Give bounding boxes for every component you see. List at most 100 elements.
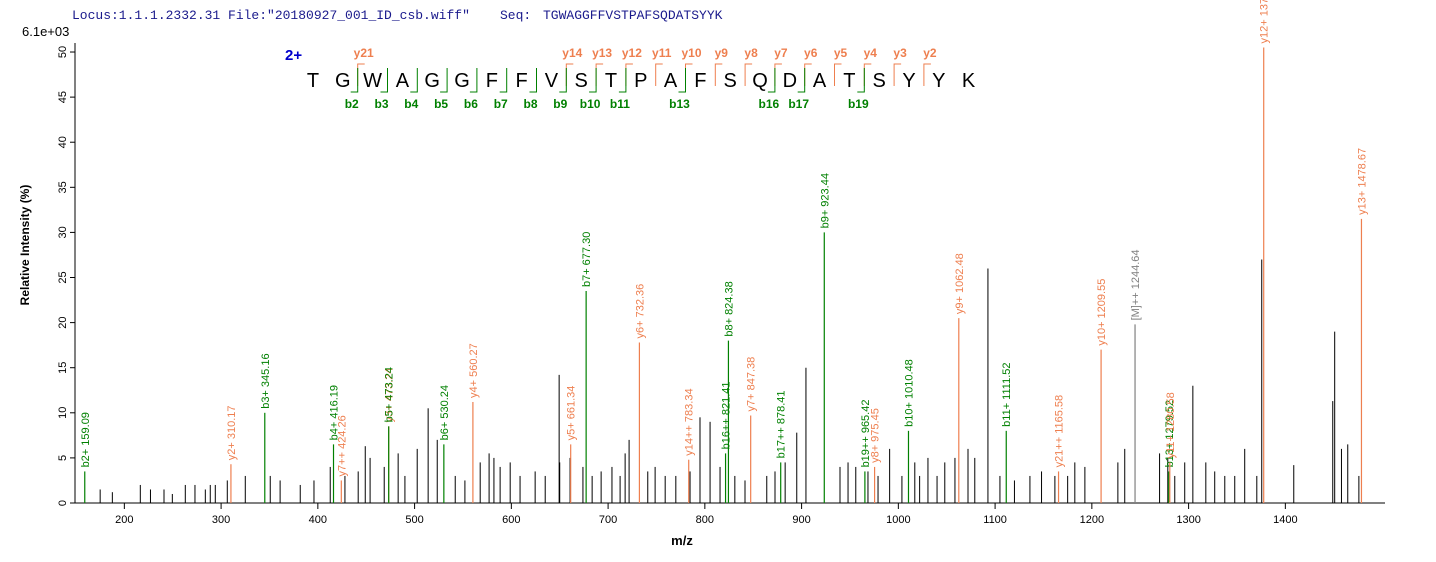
peak-label: b13+ 1279.52	[1164, 400, 1176, 468]
b-ion-label: b13	[669, 97, 690, 111]
residue: S	[575, 70, 588, 92]
peak-label: y4+ 560.27	[468, 343, 480, 398]
residue: T	[843, 70, 855, 92]
y-ion-label: y12	[622, 46, 642, 60]
b-cleavage	[529, 68, 537, 93]
y-cleavage	[685, 63, 693, 86]
y-cleavage	[863, 63, 872, 86]
residue: P	[634, 70, 647, 92]
peak-label: y14++ 783.34	[684, 388, 696, 455]
residue: F	[486, 70, 498, 92]
y-cleavage	[655, 63, 663, 86]
b-ion-label: b10	[580, 97, 601, 111]
x-tick-label: 1300	[1176, 514, 1200, 526]
y-ion-label: y9	[715, 46, 729, 60]
y-tick-label: 10	[57, 407, 69, 419]
residue: G	[454, 70, 470, 92]
residue: A	[396, 70, 410, 92]
sequence-header: TGWAGGFFVSTPAFSQDATSYYK	[543, 8, 723, 23]
y-cleavage	[804, 63, 812, 86]
y-cleavage	[625, 63, 633, 86]
b-cleavage	[469, 68, 478, 93]
y-tick-label: 40	[57, 136, 69, 148]
y-cleavage	[714, 63, 723, 86]
peak-label: b3+ 345.16	[260, 353, 272, 408]
x-tick-label: 500	[405, 514, 423, 526]
b-ion-label: b5	[434, 97, 448, 111]
b-ion-label: b3	[374, 97, 388, 111]
b-ion-label: b19	[848, 97, 869, 111]
peak-label: y9+ 1062.48	[954, 253, 966, 314]
residue: T	[307, 70, 319, 92]
peak-label: b9+ 923.44	[819, 173, 831, 228]
y-tick-label: 25	[57, 271, 69, 283]
residue: S	[873, 70, 886, 92]
y-tick-label: 5	[57, 455, 69, 461]
peak-label: y11+ 1280.58	[1165, 392, 1177, 458]
residue: Y	[932, 70, 945, 92]
peak-label: [M]++ 1244.64	[1130, 249, 1142, 320]
y-ion-label: y6	[804, 46, 818, 60]
b-cleavage	[589, 68, 597, 93]
x-tick-label: 1000	[886, 514, 910, 526]
x-tick-label: 700	[599, 514, 617, 526]
y-ion-label: y8	[744, 46, 758, 60]
seq-label: Seq:	[500, 8, 531, 23]
x-tick-label: 300	[212, 514, 230, 526]
x-tick-label: 900	[792, 514, 810, 526]
peak-label: y8+ 975.45	[870, 408, 882, 463]
x-tick-label: 800	[696, 514, 714, 526]
x-tick-label: 600	[502, 514, 520, 526]
peak-label: b19++ 965.42	[860, 400, 872, 468]
b-cleavage	[410, 68, 418, 93]
x-tick-label: 1200	[1080, 514, 1104, 526]
y-ion-label: y2	[923, 46, 937, 60]
b-ion-label: b9	[553, 97, 567, 111]
b-ion-label: b2	[345, 97, 359, 111]
residue: G	[424, 70, 440, 92]
peak-label: y3+ 473.24	[384, 368, 396, 423]
peak-label: b2+ 159.09	[80, 412, 92, 467]
y-cleavage	[893, 63, 902, 86]
y-ion-label: y14	[562, 46, 582, 60]
charge-label: 2+	[285, 47, 302, 64]
peak-label: y13+ 1478.67	[1356, 148, 1368, 215]
y-cleavage	[595, 63, 604, 86]
peak-label: y21++ 1165.58	[1054, 395, 1066, 468]
y-cleavage	[834, 63, 842, 86]
b-ion-label: b17	[788, 97, 809, 111]
b-cleavage	[678, 68, 686, 93]
residue: K	[962, 70, 976, 92]
x-tick-label: 1400	[1273, 514, 1297, 526]
peak-label: b8+ 824.38	[723, 281, 735, 336]
peak-label: b7+ 677.30	[581, 232, 593, 287]
peak-label: y10+ 1209.55	[1096, 279, 1108, 346]
x-tick-label: 200	[115, 514, 133, 526]
peak-label: y6+ 732.36	[634, 284, 646, 339]
y-ion-label: y5	[834, 46, 848, 60]
y-tick-label: 30	[57, 226, 69, 238]
peak-label: y2+ 310.17	[226, 405, 238, 460]
y-tick-label: 0	[57, 500, 69, 506]
residue: S	[724, 70, 737, 92]
peak-label: b5+ 473.24	[384, 367, 396, 422]
residue: A	[813, 70, 827, 92]
y-ion-label: y7	[774, 46, 788, 60]
file-info: Locus:1.1.1.2332.31 File:"20180927_001_I…	[72, 8, 470, 23]
peak-label: b11+ 1111.52	[1001, 362, 1013, 426]
y-ion-label: y21	[354, 46, 374, 60]
residue: Y	[902, 70, 915, 92]
x-tick-label: 1100	[983, 514, 1007, 526]
b-ion-label: b7	[494, 97, 508, 111]
y-ion-label: y10	[681, 46, 701, 60]
y-cleavage	[565, 63, 574, 86]
y-ion-label: y13	[592, 46, 612, 60]
b-ion-label: b11	[610, 97, 630, 111]
y-axis-label: Relative Intensity (%)	[18, 185, 32, 306]
residue: D	[783, 70, 797, 92]
residue: W	[363, 70, 382, 92]
x-tick-label: 400	[309, 514, 327, 526]
residue: F	[694, 70, 706, 92]
y-cleavage	[923, 63, 931, 86]
b-ion-label: b4	[404, 97, 418, 111]
